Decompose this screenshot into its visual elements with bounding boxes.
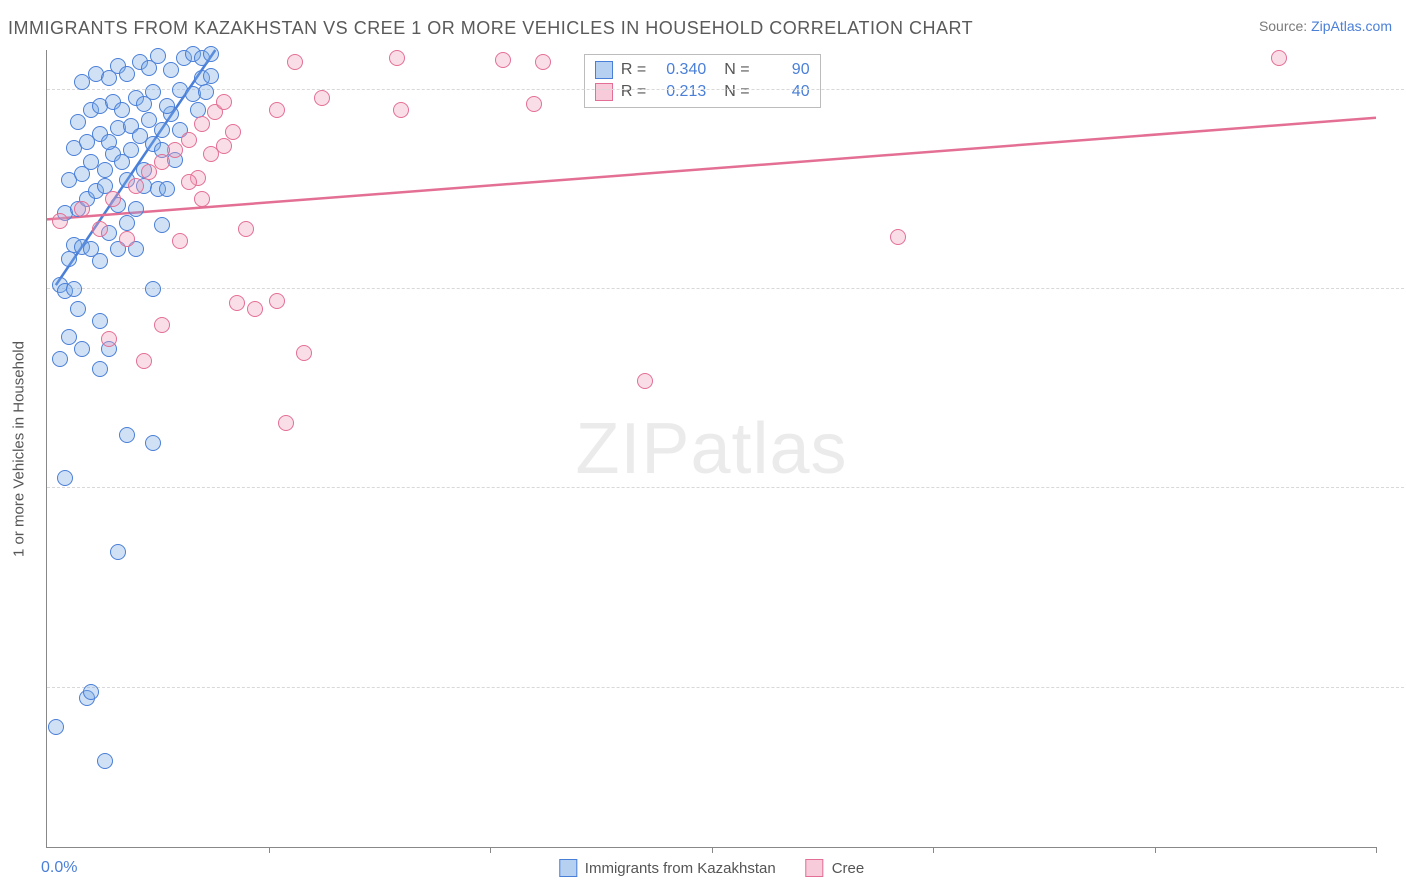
- series1-point: [92, 361, 108, 377]
- series1-point: [61, 329, 77, 345]
- series-legend: Immigrants from Kazakhstan Cree: [559, 859, 864, 877]
- series1-point: [74, 341, 90, 357]
- series1-point: [66, 281, 82, 297]
- series1-point: [119, 215, 135, 231]
- series2-point: [119, 231, 135, 247]
- series1-point: [110, 544, 126, 560]
- series1-point: [97, 162, 113, 178]
- x-axis-min-label: 0.0%: [41, 859, 77, 877]
- series1-point: [145, 281, 161, 297]
- series2-point: [269, 102, 285, 118]
- series-name: Immigrants from Kazakhstan: [585, 860, 776, 877]
- series2-point: [225, 124, 241, 140]
- series2-point: [890, 229, 906, 245]
- chart-container: IMMIGRANTS FROM KAZAKHSTAN VS CREE 1 OR …: [0, 0, 1406, 892]
- series1-point: [101, 134, 117, 150]
- series1-point: [70, 114, 86, 130]
- chart-canvas: ZIPatlas 1 or more Vehicles in Household…: [46, 50, 1376, 848]
- x-tick-mark: [1376, 847, 1377, 853]
- legend-swatch: [559, 859, 577, 877]
- series2-point: [216, 94, 232, 110]
- series2-point: [1271, 50, 1287, 66]
- chart-source: Source: ZipAtlas.com: [1259, 18, 1392, 34]
- series1-point: [92, 253, 108, 269]
- series2-point: [128, 178, 144, 194]
- legend-item: Cree: [806, 859, 865, 877]
- legend-item: Immigrants from Kazakhstan: [559, 859, 776, 877]
- series2-point: [287, 54, 303, 70]
- plot-area: ZIPatlas 1 or more Vehicles in Household…: [46, 50, 1376, 848]
- series2-point: [637, 373, 653, 389]
- series1-point: [119, 427, 135, 443]
- series2-point: [247, 301, 263, 317]
- series1-point: [97, 753, 113, 769]
- series2-point: [92, 221, 108, 237]
- legend-swatch: [806, 859, 824, 877]
- series1-point: [92, 313, 108, 329]
- series2-point: [172, 233, 188, 249]
- series2-point: [181, 174, 197, 190]
- series1-point: [57, 470, 73, 486]
- series2-point: [101, 331, 117, 347]
- series1-point: [132, 128, 148, 144]
- series1-point: [145, 435, 161, 451]
- series2-point: [154, 154, 170, 170]
- series2-point: [194, 116, 210, 132]
- x-tick-mark: [490, 847, 491, 853]
- series1-point: [128, 201, 144, 217]
- series1-point: [163, 62, 179, 78]
- series2-point: [389, 50, 405, 66]
- series1-point: [119, 66, 135, 82]
- series1-point: [154, 122, 170, 138]
- series2-point: [154, 317, 170, 333]
- series2-point: [296, 345, 312, 361]
- series1-point: [159, 98, 175, 114]
- series2-point: [535, 54, 551, 70]
- series1-point: [150, 48, 166, 64]
- trend-layer: [47, 50, 1376, 847]
- series2-point: [495, 52, 511, 68]
- x-tick-mark: [1155, 847, 1156, 853]
- series2-point: [526, 96, 542, 112]
- series2-point: [229, 295, 245, 311]
- series1-point: [52, 351, 68, 367]
- series1-point: [123, 142, 139, 158]
- series1-point: [83, 684, 99, 700]
- series1-point: [203, 68, 219, 84]
- series1-point: [154, 217, 170, 233]
- series1-point: [198, 84, 214, 100]
- series2-point: [278, 415, 294, 431]
- series2-point: [136, 353, 152, 369]
- y-axis-title: 1 or more Vehicles in Household: [11, 341, 28, 557]
- source-link[interactable]: ZipAtlas.com: [1311, 18, 1392, 34]
- series1-point: [61, 251, 77, 267]
- series1-point: [70, 301, 86, 317]
- source-prefix: Source:: [1259, 18, 1311, 34]
- series2-point: [52, 213, 68, 229]
- x-tick-mark: [933, 847, 934, 853]
- series2-point: [181, 132, 197, 148]
- series1-point: [159, 181, 175, 197]
- series2-point: [269, 293, 285, 309]
- series2-trendline: [47, 118, 1376, 220]
- series1-point: [114, 102, 130, 118]
- series1-point: [48, 719, 64, 735]
- series1-point: [203, 46, 219, 62]
- series2-point: [314, 90, 330, 106]
- x-tick-mark: [269, 847, 270, 853]
- chart-title: IMMIGRANTS FROM KAZAKHSTAN VS CREE 1 OR …: [8, 18, 973, 39]
- series2-point: [238, 221, 254, 237]
- series2-point: [105, 191, 121, 207]
- series2-point: [194, 191, 210, 207]
- series2-point: [393, 102, 409, 118]
- x-tick-mark: [712, 847, 713, 853]
- series2-point: [74, 201, 90, 217]
- series1-point: [145, 84, 161, 100]
- series2-point: [203, 146, 219, 162]
- series-name: Cree: [832, 860, 865, 877]
